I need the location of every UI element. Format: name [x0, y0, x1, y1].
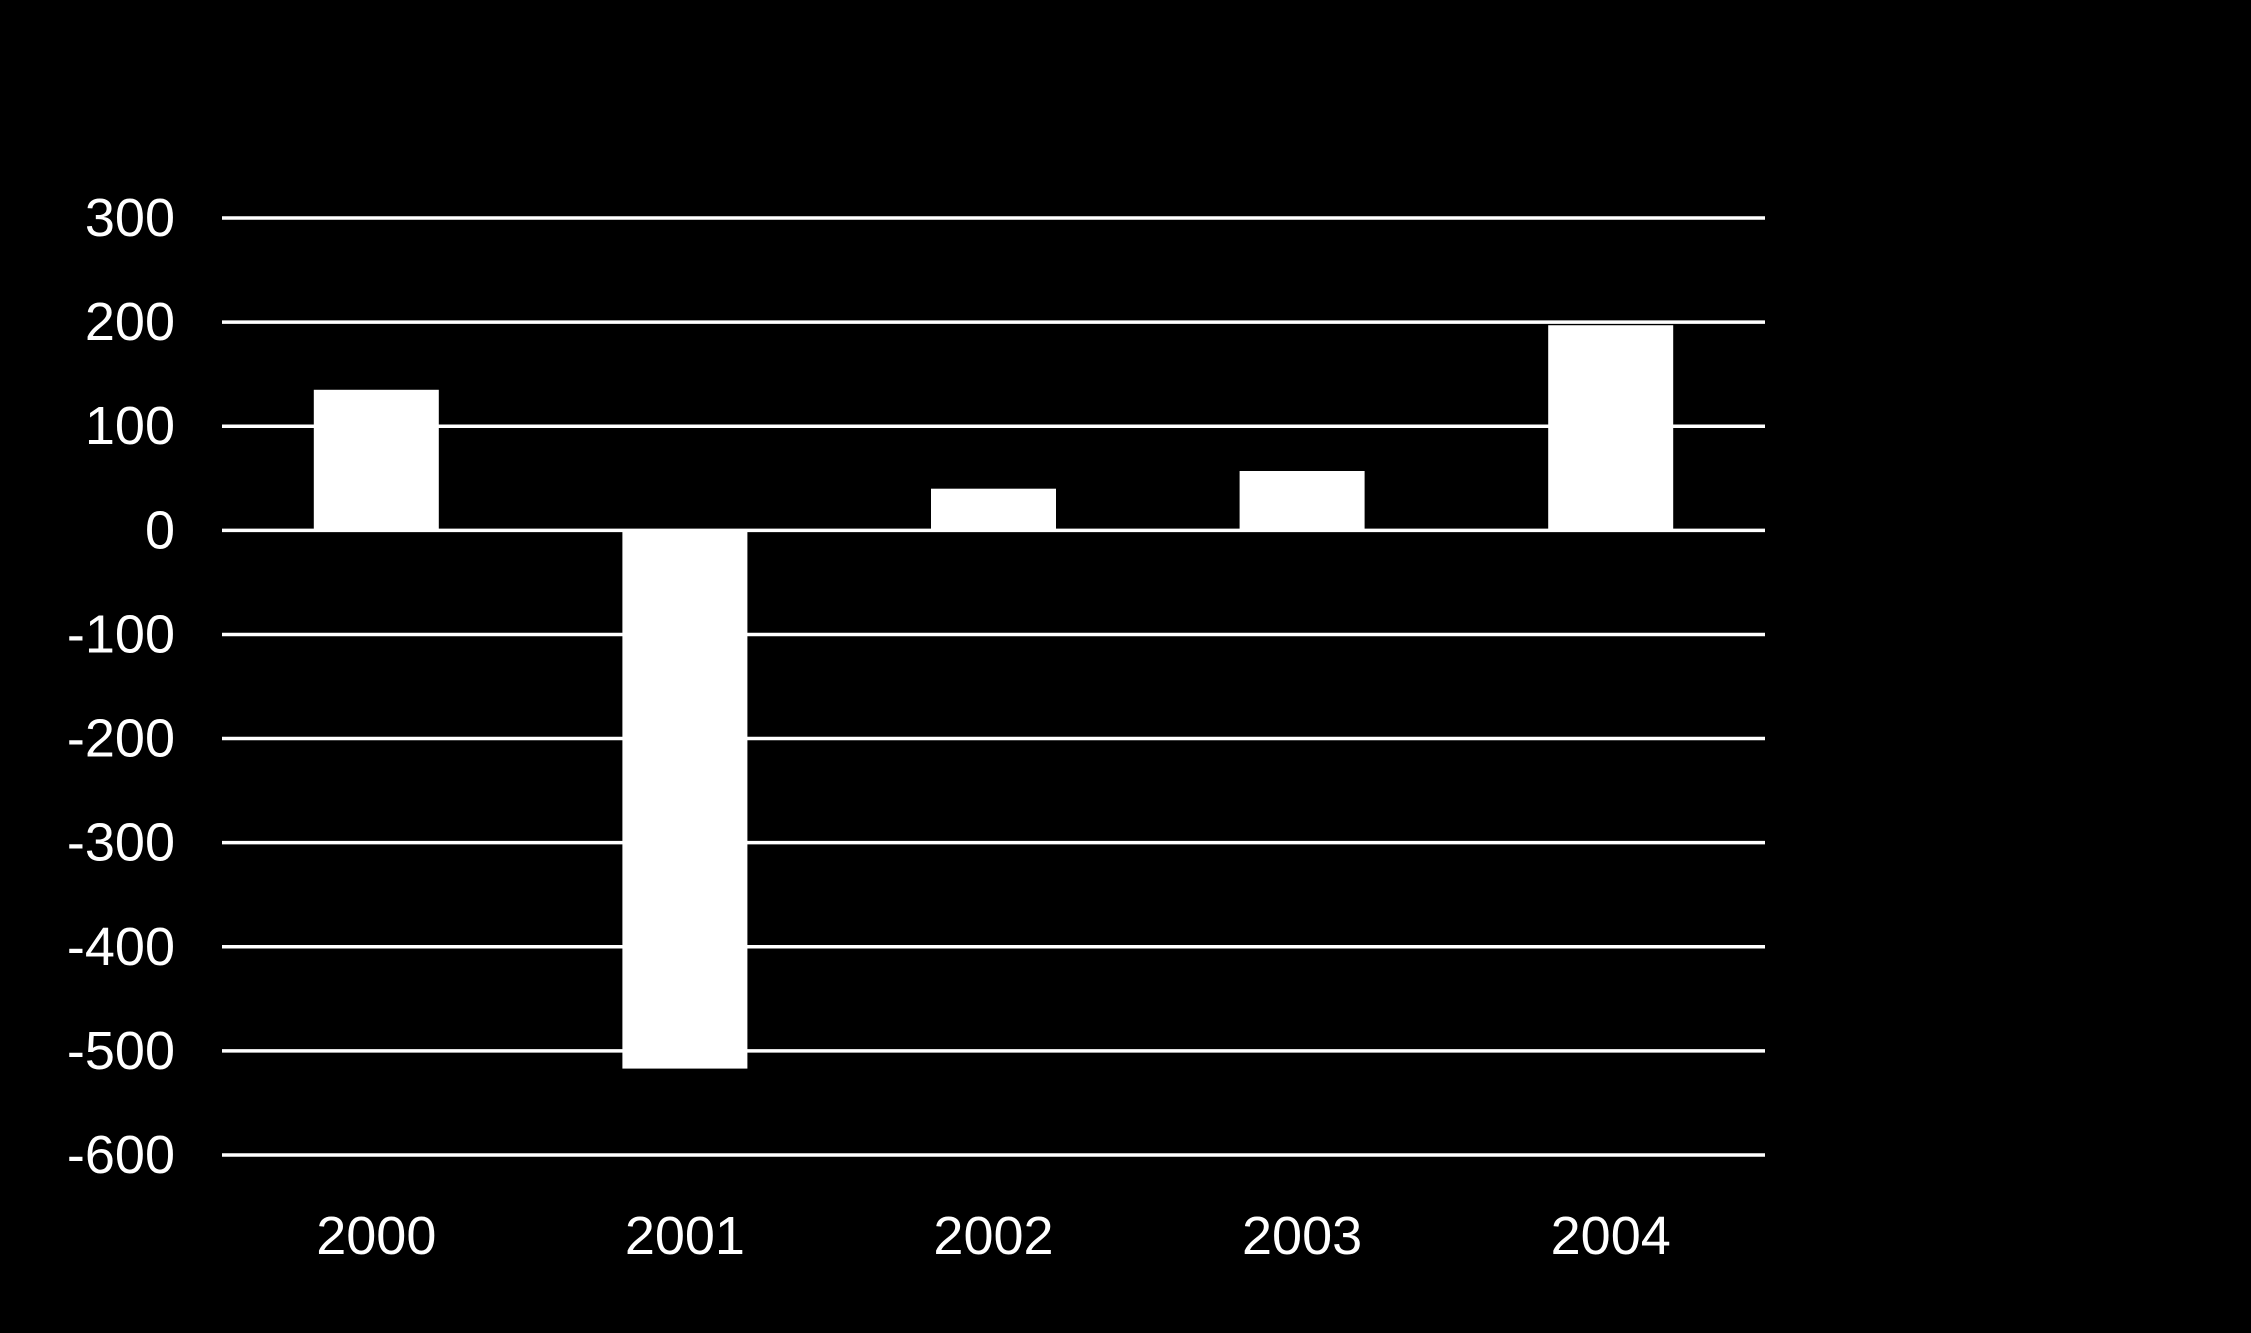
bar-2000 [313, 389, 439, 531]
y-tick-label: 0 [145, 500, 175, 560]
y-tick-label: 100 [85, 396, 175, 456]
y-tick-label: -500 [67, 1021, 175, 1081]
y-tick-label: 200 [85, 292, 175, 352]
x-tick-label: 2000 [316, 1206, 436, 1266]
y-tick-label: -200 [67, 709, 175, 769]
y-tick-label: -600 [67, 1125, 175, 1185]
y-tick-label: 300 [85, 188, 175, 248]
y-tick-label: -300 [67, 813, 175, 873]
y-axis-tick-labels: 300 200 100 0 -100 -200 -300 -400 -500 -600 [67, 188, 175, 1185]
x-axis-tick-labels: 2000 2001 2002 2003 2004 [316, 1206, 1671, 1266]
x-tick-label: 2003 [1242, 1206, 1362, 1266]
bar-2004 [1548, 325, 1674, 531]
x-tick-label: 2001 [625, 1206, 745, 1266]
y-tick-label: -100 [67, 604, 175, 664]
bars [313, 325, 1674, 1069]
x-tick-label: 2002 [933, 1206, 1053, 1266]
bar-2003 [1239, 470, 1365, 531]
y-tick-label: -400 [67, 917, 175, 977]
gridlines [222, 216, 1765, 1157]
x-tick-label: 2004 [1551, 1206, 1671, 1266]
bar-2001 [622, 530, 748, 1069]
bar-2002 [931, 488, 1056, 531]
